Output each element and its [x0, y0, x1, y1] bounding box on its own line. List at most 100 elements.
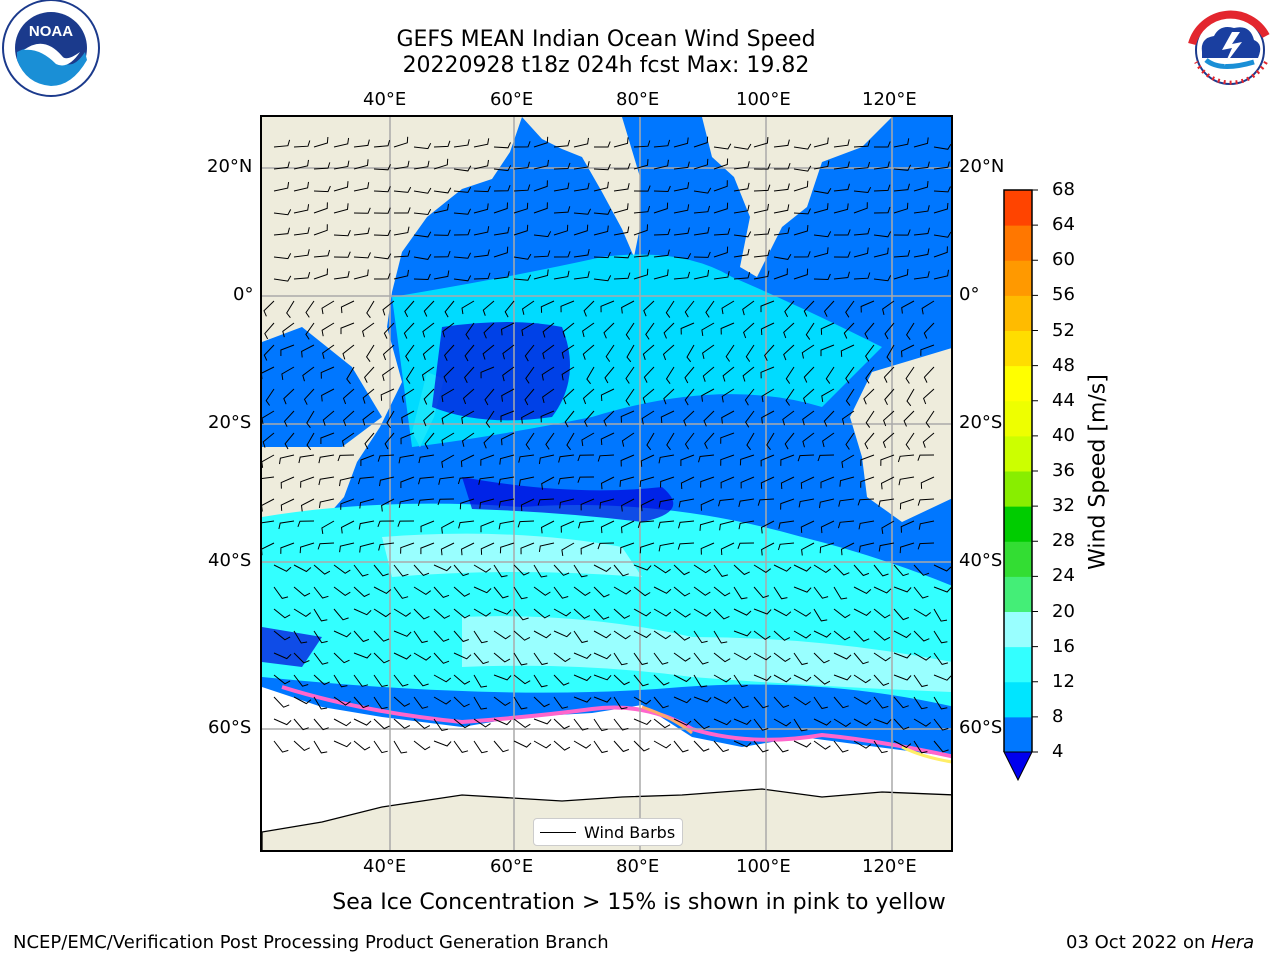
wind-barb [561, 366, 575, 381]
lat-tick-left-60s: 60°S [208, 717, 252, 738]
wind-barb [293, 271, 311, 280]
wind-barb [793, 225, 809, 236]
wind-barb [353, 207, 371, 214]
wind-barb [533, 202, 548, 214]
wind-barb [262, 476, 275, 480]
wind-barb [273, 275, 292, 282]
wind-barb [893, 138, 910, 148]
wind-barb [320, 432, 335, 444]
wind-barb [733, 696, 749, 709]
wind-speed-map: Wind Barbs [260, 115, 953, 852]
wind-barb [673, 586, 691, 597]
wind-barb [753, 137, 769, 148]
wind-barb [893, 229, 911, 236]
wind-barb [720, 432, 735, 444]
wind-barb [605, 344, 615, 362]
wind-barb [433, 630, 450, 642]
wind-barb [533, 586, 551, 596]
wind-barb [493, 696, 511, 707]
wind-barb [413, 630, 428, 644]
wind-barb [793, 180, 809, 192]
wind-barb [564, 410, 575, 428]
wind-barb [684, 366, 695, 384]
wind-barb [613, 163, 631, 170]
wind-barb [333, 160, 350, 170]
wind-barb [413, 586, 432, 596]
wind-barb [413, 740, 431, 751]
wind-barb [581, 432, 595, 447]
wind-barb [873, 564, 889, 577]
wind-barb [480, 542, 495, 555]
colorbar-tick-label: 44 [1052, 389, 1075, 411]
wind-barb [418, 454, 435, 464]
wind-barb [733, 586, 748, 600]
chart-title: GEFS MEAN Indian Ocean Wind Speed [396, 27, 816, 52]
wind-barb [773, 696, 790, 708]
wind-barb [413, 231, 432, 238]
wind-barb [293, 249, 310, 258]
wind-barb [933, 630, 948, 644]
wind-barb [798, 498, 815, 508]
wind-barb [773, 253, 792, 260]
wind-barb [513, 274, 532, 281]
wind-barb [413, 718, 431, 730]
wind-barb [273, 740, 289, 753]
wind-barb [413, 273, 431, 281]
wind-barb [553, 696, 569, 709]
wind-barb [313, 586, 329, 599]
wind-barb [493, 586, 509, 599]
wind-barb [833, 203, 849, 214]
wind-barb [673, 740, 689, 753]
legend-label: Wind Barbs [584, 823, 676, 842]
wind-barb [653, 202, 669, 214]
wind-barb [653, 564, 671, 574]
wind-barb [580, 498, 595, 511]
wind-barb [393, 160, 410, 170]
wind-barb [493, 674, 512, 681]
wind-barb [673, 271, 691, 280]
wind-barb [733, 674, 748, 688]
wind-barb [793, 696, 811, 706]
wind-barb [873, 231, 892, 238]
wind-barb [382, 344, 395, 361]
wind-barb [433, 250, 451, 258]
wind-barb [593, 275, 612, 282]
wind-barb [713, 202, 729, 214]
wind-barb [773, 183, 790, 192]
wind-barb [313, 268, 328, 280]
wind-barb [865, 366, 875, 384]
colorbar-segment [1004, 330, 1032, 367]
wind-barb [286, 300, 295, 319]
colorbar-under-arrow [1003, 751, 1033, 782]
wind-barb [394, 207, 411, 214]
wind-barb [498, 520, 515, 530]
wind-barb [317, 542, 335, 550]
wind-barb [683, 410, 695, 427]
wind-barb [893, 608, 909, 621]
wind-barb [533, 718, 552, 725]
wind-barb [878, 498, 895, 508]
wind-barb [773, 268, 788, 280]
wind-barb [897, 454, 915, 463]
wind-barb [898, 476, 915, 486]
wind-barb [821, 388, 835, 402]
colorbar-tick-label: 68 [1052, 179, 1075, 200]
wind-barb [833, 161, 850, 170]
wind-barb [482, 344, 495, 360]
wind-barb [613, 674, 630, 686]
wind-barb [378, 542, 395, 551]
wind-barb [313, 696, 328, 710]
wind-barb [858, 520, 875, 530]
wind-barb [422, 322, 435, 338]
wind-barb [353, 608, 372, 616]
wind-barb [393, 630, 412, 637]
wind-barb [813, 203, 829, 214]
wind-barb [813, 652, 830, 664]
colorbar-segment [1004, 541, 1032, 577]
speed-band-under-4 [432, 322, 570, 421]
wind-barb [753, 228, 771, 236]
wind-barb [884, 388, 895, 406]
wind-barb [393, 740, 408, 754]
wind-barb [933, 186, 951, 193]
wind-barb [864, 344, 875, 362]
